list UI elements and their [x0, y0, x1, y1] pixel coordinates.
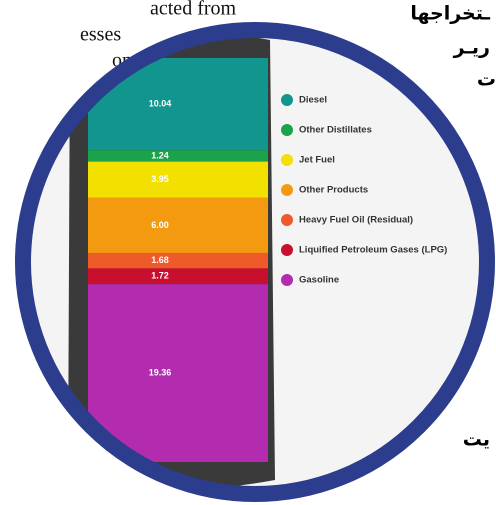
legend-swatch — [281, 244, 293, 256]
legend-label: Liquified Petroleum Gases (LPG) — [299, 245, 447, 256]
legend-label: Other Distillates — [299, 125, 372, 136]
circle-ring — [15, 22, 495, 502]
legend-label: Other Products — [299, 185, 368, 196]
value-label: 19.36 — [149, 367, 172, 377]
barrel-segment — [88, 268, 268, 285]
value-label: 3.95 — [151, 174, 169, 184]
barrel-segment — [88, 161, 268, 198]
legend-swatch — [281, 124, 293, 136]
legend-label: Gasoline — [299, 275, 339, 286]
legend-swatch — [281, 184, 293, 196]
legend-label: Heavy Fuel Oil (Residual) — [299, 215, 413, 226]
barrel-segment — [88, 150, 268, 162]
legend: Diesel Other Distillates Jet Fuel Other Pro… — [281, 94, 447, 286]
barrel-segment — [88, 252, 268, 269]
value-label: 1.24 — [151, 150, 169, 160]
barrel-segment — [88, 284, 268, 462]
legend-swatch — [281, 154, 293, 166]
background-fragment: ريـر — [453, 37, 490, 59]
legend-label: Diesel — [299, 95, 327, 106]
value-label: 10.04 — [149, 98, 172, 108]
background-fragment: esses — [80, 24, 121, 46]
background-fragment: يت — [463, 429, 490, 451]
background-fragment: acted from — [150, 0, 237, 20]
legend-swatch — [281, 274, 293, 286]
legend-swatch — [281, 214, 293, 226]
barrel-segment — [88, 197, 268, 253]
value-label: 1.72 — [151, 271, 169, 281]
background-fragment: ت — [477, 69, 496, 91]
value-label: 1.68 — [151, 255, 169, 265]
segments: 10.04 1.24 3.95 6.00 1.68 1.72 19.36 — [88, 58, 268, 462]
value-label: 6.00 — [151, 220, 169, 230]
background-fragment: ـتخراجها — [410, 3, 490, 25]
legend-swatch — [281, 94, 293, 106]
legend-label: Jet Fuel — [299, 155, 335, 166]
